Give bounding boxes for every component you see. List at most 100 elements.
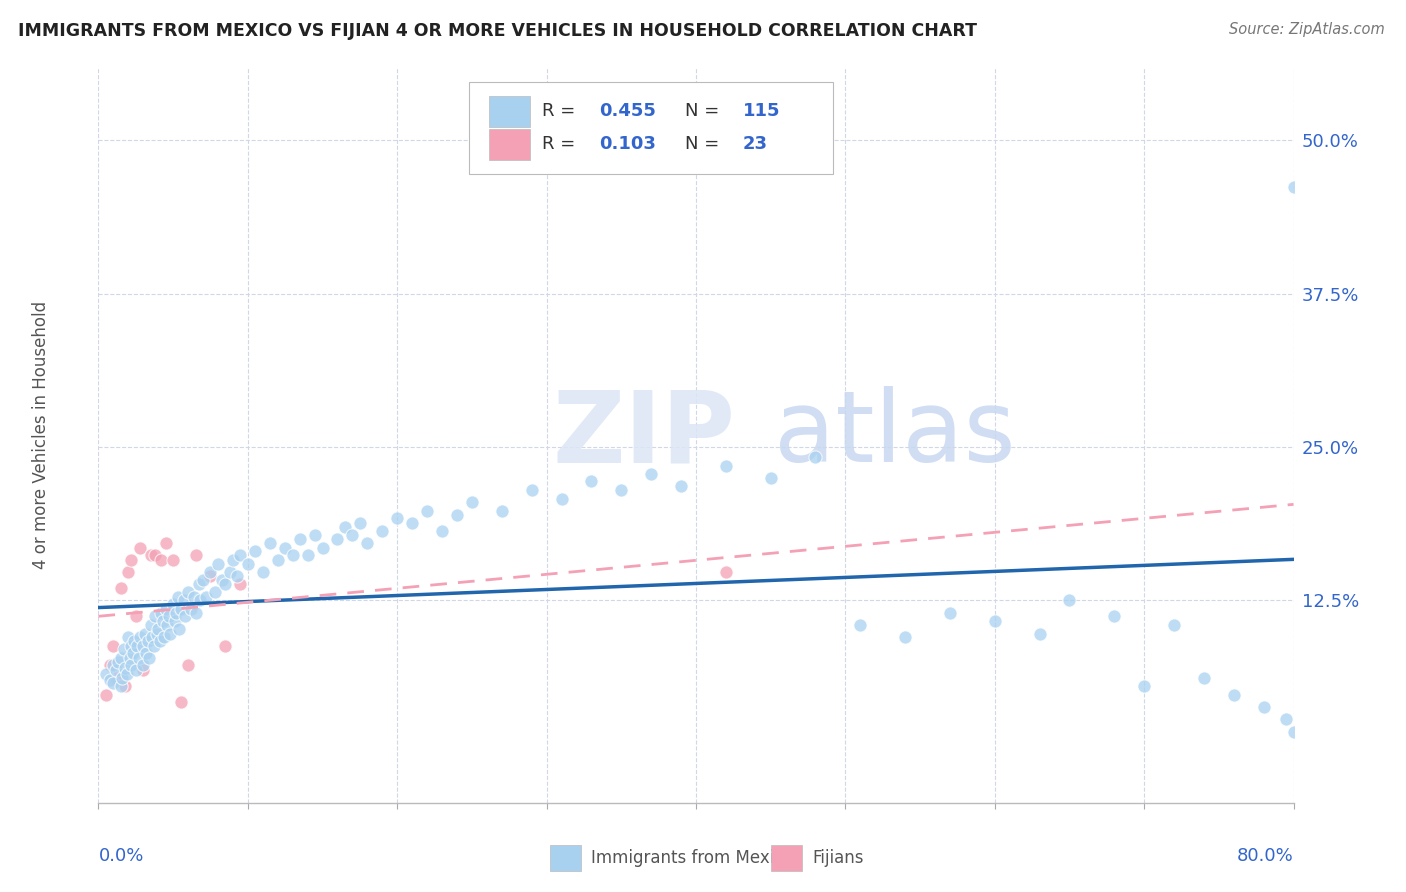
Point <box>640 467 662 482</box>
Point <box>118 651 141 665</box>
Point <box>229 548 252 562</box>
Point <box>1104 609 1126 624</box>
Point <box>120 639 142 653</box>
Point <box>200 569 222 583</box>
Point <box>127 639 149 653</box>
Text: Source: ZipAtlas.com: Source: ZipAtlas.com <box>1229 22 1385 37</box>
Point <box>226 569 249 583</box>
Point <box>169 602 191 616</box>
Text: N =: N = <box>685 136 725 153</box>
FancyBboxPatch shape <box>772 846 803 871</box>
Point <box>236 557 259 571</box>
Point <box>124 633 146 648</box>
FancyBboxPatch shape <box>489 128 530 160</box>
Point <box>134 626 156 640</box>
Point <box>401 516 423 530</box>
Point <box>138 651 160 665</box>
Point <box>1133 679 1156 693</box>
Point <box>1282 180 1305 194</box>
Point <box>214 639 236 653</box>
Point <box>371 524 394 538</box>
Point <box>150 553 173 567</box>
Point <box>162 553 184 567</box>
Point <box>110 679 132 693</box>
Text: N =: N = <box>685 102 725 120</box>
Point <box>211 573 233 587</box>
Point <box>141 630 163 644</box>
Point <box>1253 700 1275 714</box>
Point <box>281 548 304 562</box>
Point <box>177 658 200 673</box>
Point <box>195 590 218 604</box>
Point <box>759 471 782 485</box>
Point <box>1192 671 1215 685</box>
Point <box>491 504 513 518</box>
Point <box>165 606 187 620</box>
Point <box>103 639 125 653</box>
Point <box>849 618 872 632</box>
FancyBboxPatch shape <box>470 81 834 174</box>
Point <box>1059 593 1081 607</box>
Point <box>120 658 142 673</box>
Point <box>145 626 167 640</box>
Point <box>259 535 281 549</box>
Point <box>136 633 159 648</box>
Point <box>162 597 184 611</box>
Point <box>114 679 136 693</box>
Point <box>143 609 166 624</box>
Point <box>520 483 543 497</box>
Point <box>139 548 162 562</box>
Point <box>669 479 692 493</box>
Point <box>245 544 267 558</box>
Point <box>143 548 166 562</box>
Text: R =: R = <box>541 102 581 120</box>
Point <box>267 553 290 567</box>
Point <box>155 535 177 549</box>
Point <box>167 622 190 636</box>
Point <box>252 566 274 580</box>
Point <box>107 655 129 669</box>
Text: 0.103: 0.103 <box>599 136 657 153</box>
Point <box>1282 724 1305 739</box>
Point <box>183 590 205 604</box>
Point <box>149 633 172 648</box>
Point <box>112 642 135 657</box>
Text: 115: 115 <box>742 102 780 120</box>
Point <box>550 491 572 506</box>
Point <box>166 590 188 604</box>
Point <box>581 475 603 489</box>
Point <box>103 675 125 690</box>
Point <box>110 581 132 595</box>
Point <box>177 585 200 599</box>
Point <box>174 609 197 624</box>
Point <box>105 671 128 685</box>
Point <box>117 630 139 644</box>
Text: Immigrants from Mexico: Immigrants from Mexico <box>591 849 793 867</box>
Point <box>125 664 148 678</box>
Point <box>326 532 349 546</box>
Point <box>222 553 245 567</box>
Point <box>200 566 222 580</box>
Point <box>1275 712 1298 726</box>
Point <box>98 673 122 687</box>
Point <box>132 639 155 653</box>
Point <box>129 541 152 555</box>
Point <box>610 483 633 497</box>
Point <box>157 609 180 624</box>
Point <box>333 520 356 534</box>
Point <box>191 573 214 587</box>
Point <box>155 602 177 616</box>
Text: ZIP: ZIP <box>553 386 735 483</box>
Point <box>416 504 439 518</box>
Point <box>342 528 364 542</box>
Point <box>125 609 148 624</box>
Point <box>1163 618 1185 632</box>
Text: R =: R = <box>541 136 581 153</box>
Point <box>188 593 211 607</box>
Point <box>121 646 143 660</box>
Point <box>117 566 139 580</box>
Point <box>207 557 229 571</box>
Point <box>153 630 176 644</box>
Point <box>110 651 132 665</box>
Point <box>1223 688 1246 702</box>
